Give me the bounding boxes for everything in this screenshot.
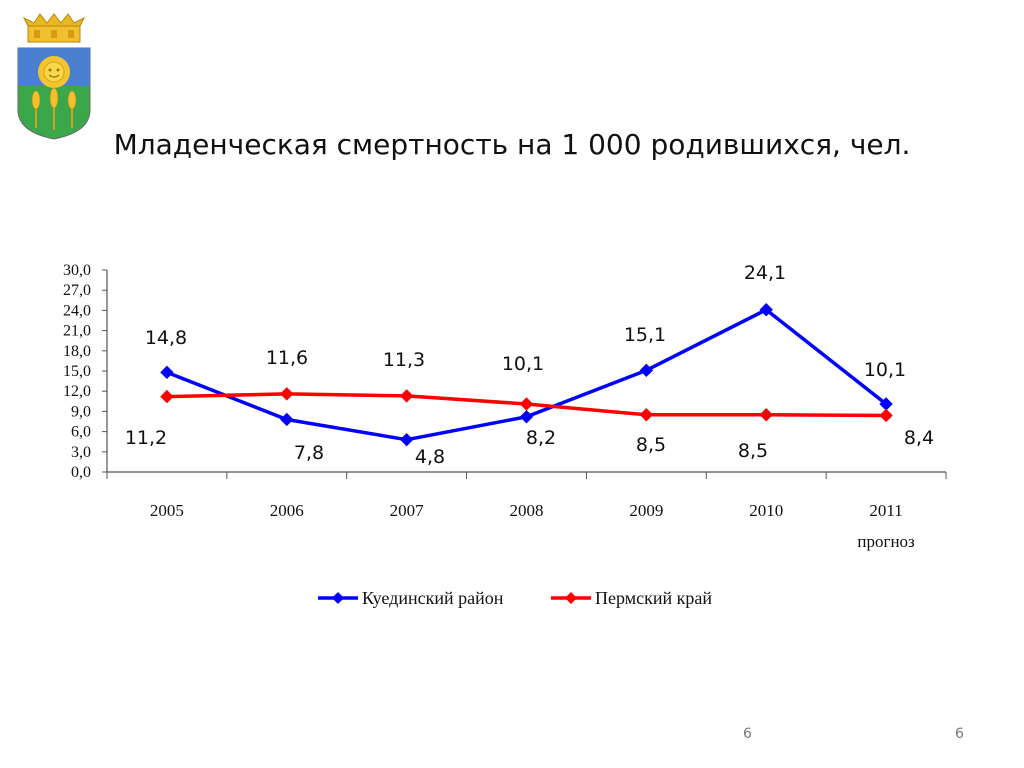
page-number-right: 6 [955,726,964,742]
y-tick-label: 15,0 [63,363,91,380]
y-tick-label: 30,0 [63,262,91,279]
legend-label: Пермский край [595,588,712,608]
legend-label: Куединский район [362,588,504,608]
wheat-icon [31,87,77,130]
x-tick-label: 2005 [150,501,184,520]
y-tick-label: 0,0 [71,464,91,481]
data-label: 11,2 [125,427,167,449]
data-label: 10,1 [864,359,906,381]
chart-legend: Куединский район Пермский край [318,588,712,608]
x-tick-label: 2009 [629,501,663,520]
data-point [160,389,174,404]
y-tick-label: 3,0 [71,444,91,461]
data-point [639,408,654,422]
data-label: 24,1 [744,262,786,284]
data-point [519,397,534,411]
data-label: 7,8 [294,442,324,464]
x-tick-label: 2008 [510,501,544,520]
data-label: 11,3 [383,349,425,371]
data-label: 10,1 [502,353,544,375]
data-point [759,303,773,317]
legend-marker [332,592,344,604]
data-point [759,408,773,422]
data-label: 15,1 [624,324,666,346]
data-point [519,410,534,424]
data-label: 8,2 [526,427,556,449]
chart-axes: 0,0 3,0 6,0 9,0 12,0 15,0 18,0 21,0 24,0 27,0 30,0… [63,262,947,551]
y-tick-label: 9,0 [71,403,91,420]
data-label: 4,8 [415,446,445,468]
data-point [280,387,294,401]
data-point [399,389,414,403]
y-tick-label: 21,0 [63,323,91,340]
x-tick-label: 2006 [270,501,304,520]
data-point [280,412,294,427]
data-point [879,408,893,423]
x-tick-sublabel: прогноз [857,532,915,551]
y-tick-label: 24,0 [63,302,91,319]
data-label: 14,8 [145,327,187,349]
x-tick-label: 2010 [749,501,783,520]
sun-icon [38,56,70,88]
y-tick-label: 6,0 [71,424,91,441]
data-label: 11,6 [266,347,308,369]
data-point [639,363,654,378]
chart-marks: 14,8 7,8 4,8 8,2 15,1 24,1 10,1 11,2 11,6 11,3 10,… [125,262,934,468]
page-number-left: 6 [743,726,752,742]
data-label: 8,4 [904,427,934,449]
data-point [399,432,414,447]
y-tick-label: 18,0 [63,343,91,360]
y-tick-label: 27,0 [63,282,91,299]
coat-of-arms-logo [17,13,91,140]
legend-marker [565,592,577,604]
slide-title: Младенческая смертность на 1 000 родивши… [113,128,911,161]
data-point [160,365,174,380]
data-label: 8,5 [738,440,768,462]
x-tick-label: 2007 [390,501,425,520]
crown-icon [22,13,86,43]
data-label: 8,5 [636,434,666,456]
y-tick-label: 12,0 [63,383,91,400]
x-tick-label: 2011 [869,501,902,520]
